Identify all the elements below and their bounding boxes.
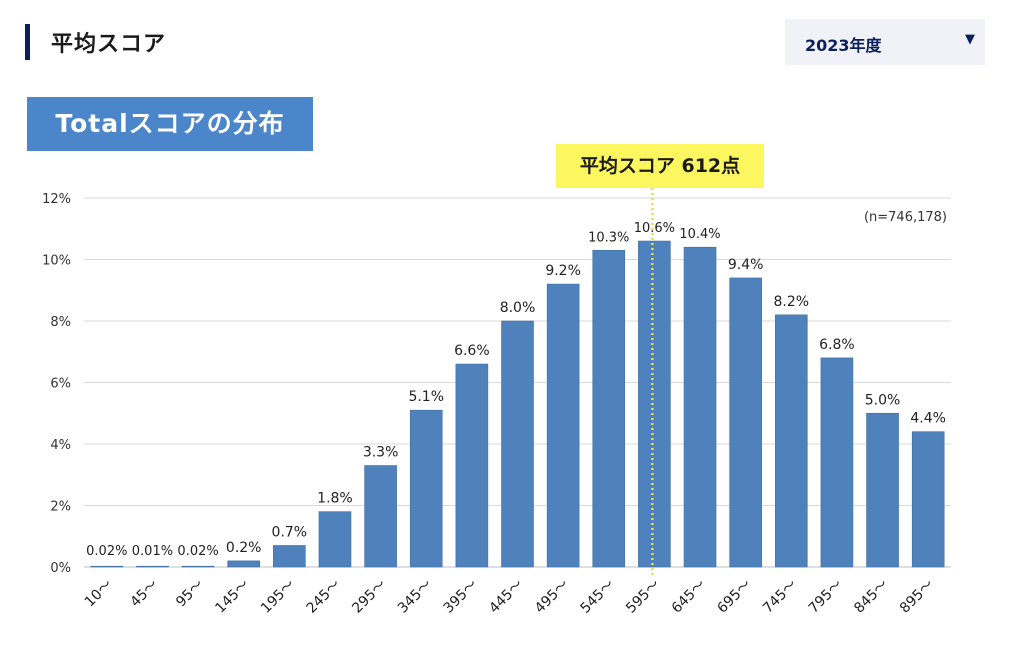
bar — [364, 465, 397, 568]
bar — [136, 565, 169, 568]
year-select[interactable]: 2023年度 ▼ — [785, 19, 985, 65]
x-tick-label: 395～ — [441, 577, 481, 617]
x-tick-label: 845～ — [851, 577, 891, 617]
bar — [638, 240, 671, 568]
bar-value-label: 10.3% — [588, 230, 629, 245]
bar-value-label: 4.4% — [910, 411, 946, 427]
x-tick-label: 445～ — [486, 577, 526, 617]
bar — [273, 545, 306, 568]
bar-value-label: 9.2% — [545, 263, 581, 279]
x-tick-label: 745～ — [760, 577, 800, 617]
bar-value-label: 0.7% — [272, 524, 308, 540]
x-tick-label: 495～ — [532, 577, 572, 617]
x-tick-label: 95～ — [173, 577, 207, 611]
bar-value-label: 10.6% — [634, 221, 675, 236]
year-select-value: 2023年度 — [805, 36, 882, 55]
bar-labels: 0.02% 0.01% 0.02% 0.2% 0.7% 1.8% 3.3% 5.1% 6.6% 8… — [86, 221, 946, 559]
bar-value-label: 6.8% — [819, 337, 855, 353]
bar-value-label: 0.01% — [132, 544, 173, 559]
bar-value-label: 8.0% — [500, 300, 536, 316]
y-tick-label: 8% — [50, 315, 71, 330]
bar — [820, 357, 854, 568]
y-tick-label: 10% — [42, 254, 71, 269]
x-tick-label: 345～ — [395, 577, 435, 617]
bar-value-label: 0.2% — [226, 540, 262, 556]
x-tick-label: 245～ — [304, 577, 344, 617]
bar — [90, 565, 124, 568]
bar-value-label: 9.4% — [728, 257, 764, 273]
bar — [866, 412, 899, 568]
average-score-callout: 平均スコア 612点 — [556, 144, 764, 188]
bar — [774, 314, 808, 568]
y-tick-label: 12% — [42, 192, 71, 207]
bar-value-label: 5.0% — [865, 392, 901, 408]
bar-value-label: 0.02% — [177, 544, 218, 559]
bar-value-label: 3.3% — [363, 445, 399, 461]
x-tick-label: 45～ — [127, 577, 161, 611]
bar — [592, 249, 626, 568]
x-tick-label: 795～ — [806, 577, 846, 617]
y-tick-label: 2% — [50, 500, 71, 515]
bar — [546, 283, 580, 568]
header-accent-bar — [25, 24, 30, 60]
x-tick-label: 295～ — [349, 577, 389, 617]
x-tick-label: 895～ — [897, 577, 937, 617]
y-tick-label: 4% — [50, 438, 71, 453]
x-tick-label: 645～ — [669, 577, 709, 617]
bar-value-label: 1.8% — [317, 491, 353, 507]
bar — [181, 565, 215, 568]
bar-value-label: 0.02% — [86, 544, 127, 559]
bar — [227, 560, 261, 568]
bars — [90, 240, 945, 568]
x-tick-label: 595～ — [623, 577, 663, 617]
page-title: 平均スコア — [51, 32, 167, 57]
sample-count: (n=746,178) — [864, 210, 947, 225]
bar-value-label: 10.4% — [679, 227, 720, 242]
bar-value-label: 5.1% — [408, 389, 444, 405]
bar — [911, 431, 945, 568]
x-tick-label: 695～ — [714, 577, 754, 617]
chart-heading: Totalスコアの分布 — [27, 97, 313, 151]
x-tick-label: 545～ — [577, 577, 617, 617]
bar — [455, 363, 489, 568]
x-tick-label: 145～ — [212, 577, 252, 617]
chevron-down-icon: ▼ — [965, 32, 975, 47]
bar — [318, 511, 352, 568]
bar — [501, 320, 534, 568]
bar — [409, 409, 443, 568]
x-axis-ticks: 10～ 45～ 95～ 145～ 195～ 245～ 295～ 345～ 395～ 445～ 495… — [82, 577, 937, 617]
y-tick-label: 6% — [50, 377, 71, 392]
y-tick-label: 0% — [50, 561, 71, 576]
bar — [683, 246, 717, 568]
y-axis-ticks: 0% 2% 4% 6% 8% 10% 12% — [42, 192, 71, 576]
x-tick-label: 195～ — [258, 577, 298, 617]
bar-value-label: 8.2% — [774, 294, 810, 310]
bar-value-label: 6.6% — [454, 343, 490, 359]
bar — [729, 277, 762, 568]
x-tick-label: 10～ — [82, 577, 116, 611]
